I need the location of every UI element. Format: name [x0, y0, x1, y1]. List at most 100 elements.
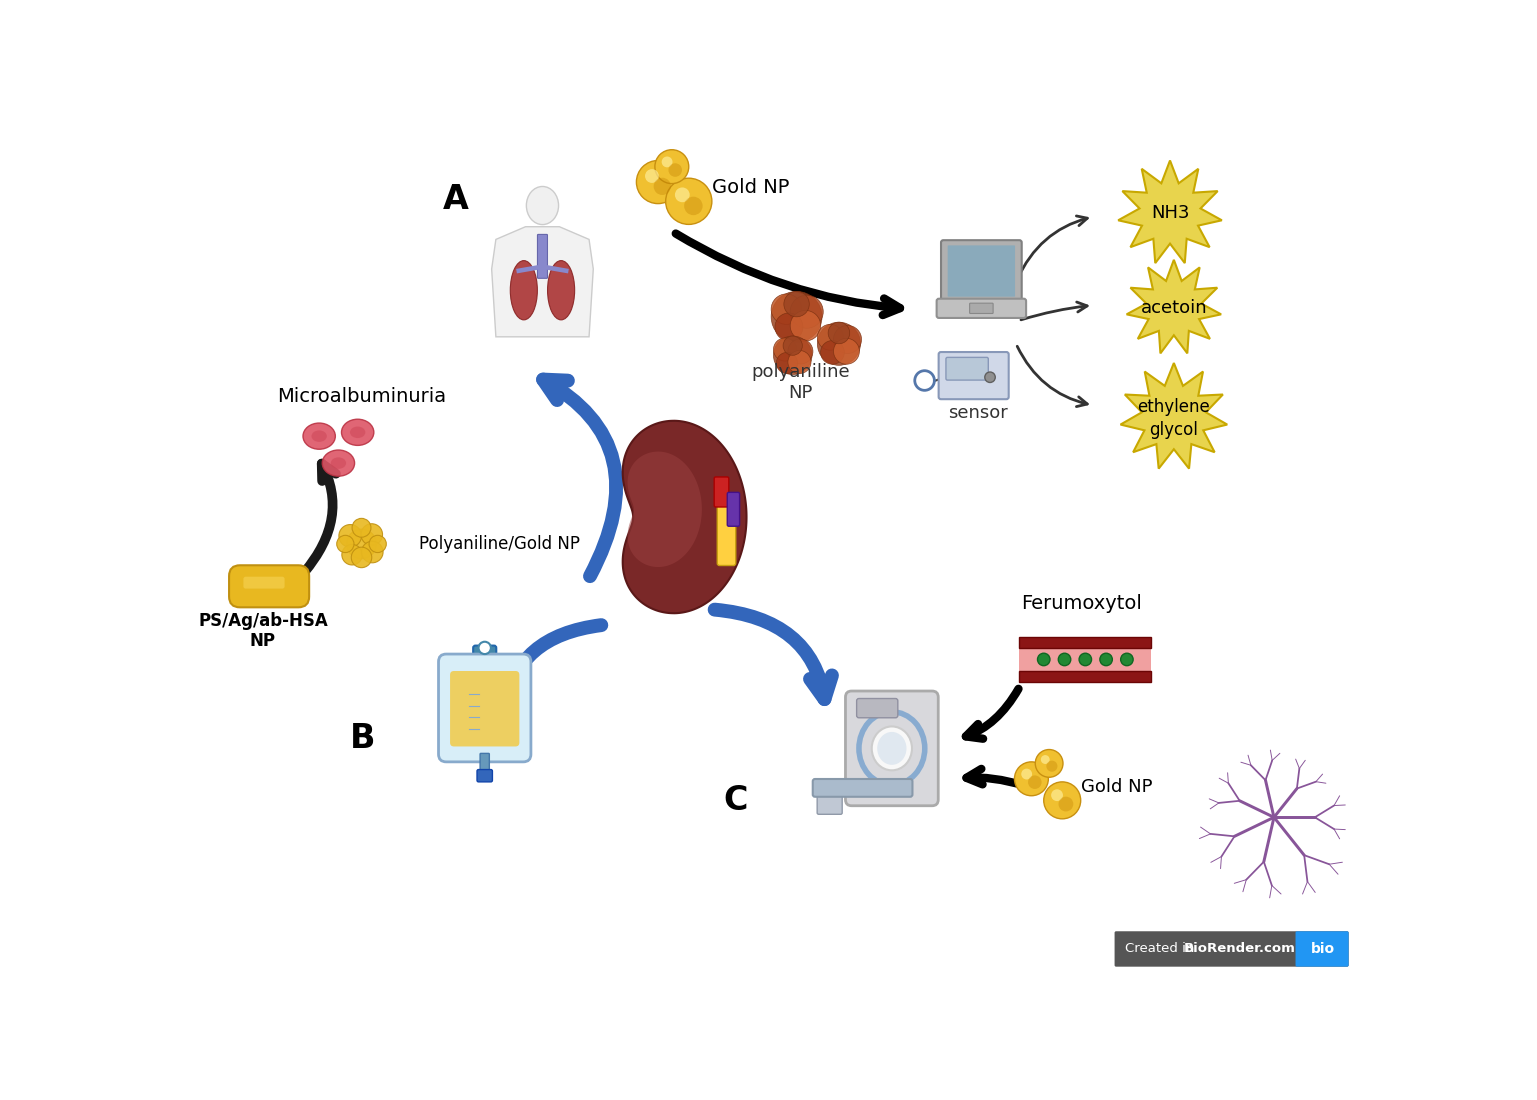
- Circle shape: [646, 169, 659, 183]
- FancyBboxPatch shape: [476, 770, 492, 782]
- Text: bio: bio: [1311, 942, 1334, 956]
- Ellipse shape: [547, 261, 575, 320]
- FancyBboxPatch shape: [1296, 932, 1348, 967]
- FancyBboxPatch shape: [243, 576, 284, 588]
- FancyBboxPatch shape: [1114, 932, 1348, 967]
- Circle shape: [338, 525, 361, 547]
- FancyBboxPatch shape: [480, 754, 489, 778]
- Circle shape: [784, 292, 810, 317]
- FancyBboxPatch shape: [856, 698, 898, 718]
- Circle shape: [773, 338, 796, 361]
- Text: Ferumoxytol: Ferumoxytol: [1021, 594, 1142, 614]
- Text: NH3: NH3: [1151, 204, 1190, 222]
- Circle shape: [788, 351, 812, 374]
- Polygon shape: [622, 421, 747, 613]
- Circle shape: [478, 641, 490, 654]
- Text: sensor: sensor: [948, 404, 1007, 422]
- Ellipse shape: [871, 726, 911, 770]
- Circle shape: [821, 341, 844, 364]
- Circle shape: [776, 352, 798, 374]
- Ellipse shape: [526, 187, 558, 224]
- Circle shape: [1047, 760, 1057, 772]
- Text: Gold NP: Gold NP: [712, 178, 788, 197]
- Circle shape: [828, 322, 850, 343]
- Circle shape: [666, 178, 712, 224]
- Circle shape: [1100, 653, 1113, 666]
- Circle shape: [788, 339, 813, 364]
- Circle shape: [1014, 762, 1048, 795]
- Circle shape: [1041, 755, 1050, 764]
- Text: BioRender.com: BioRender.com: [1183, 943, 1296, 956]
- Circle shape: [1021, 769, 1031, 780]
- Circle shape: [775, 314, 802, 341]
- Circle shape: [352, 547, 372, 568]
- Circle shape: [1059, 653, 1071, 666]
- Circle shape: [1028, 776, 1042, 789]
- FancyBboxPatch shape: [1019, 648, 1151, 671]
- Ellipse shape: [878, 732, 907, 764]
- Circle shape: [782, 337, 802, 355]
- Circle shape: [661, 156, 673, 167]
- Circle shape: [1059, 796, 1073, 812]
- Ellipse shape: [323, 450, 355, 476]
- Circle shape: [655, 150, 689, 184]
- FancyBboxPatch shape: [727, 493, 739, 526]
- FancyBboxPatch shape: [438, 654, 530, 762]
- FancyBboxPatch shape: [473, 646, 496, 664]
- Ellipse shape: [330, 458, 346, 469]
- Circle shape: [675, 187, 690, 202]
- FancyBboxPatch shape: [718, 499, 736, 565]
- Circle shape: [653, 178, 672, 195]
- FancyBboxPatch shape: [1019, 637, 1151, 648]
- Circle shape: [1037, 653, 1050, 666]
- Text: ethylene
glycol: ethylene glycol: [1137, 397, 1210, 439]
- FancyBboxPatch shape: [229, 565, 309, 607]
- Polygon shape: [1119, 161, 1222, 263]
- Circle shape: [772, 292, 822, 342]
- Circle shape: [361, 524, 383, 546]
- FancyBboxPatch shape: [450, 671, 520, 747]
- FancyBboxPatch shape: [970, 304, 993, 313]
- FancyBboxPatch shape: [715, 477, 729, 507]
- Circle shape: [341, 544, 363, 565]
- Circle shape: [1051, 790, 1064, 801]
- Circle shape: [1044, 782, 1081, 818]
- Circle shape: [347, 529, 377, 559]
- Circle shape: [833, 326, 862, 353]
- Circle shape: [818, 322, 861, 365]
- Circle shape: [369, 536, 386, 552]
- Circle shape: [337, 536, 354, 552]
- Circle shape: [1079, 653, 1091, 666]
- Circle shape: [833, 339, 859, 364]
- Polygon shape: [492, 227, 593, 337]
- Text: polyaniline
NP: polyaniline NP: [752, 363, 850, 402]
- Circle shape: [985, 372, 996, 383]
- Text: A: A: [443, 183, 469, 216]
- Polygon shape: [627, 452, 702, 566]
- Circle shape: [636, 161, 679, 204]
- Ellipse shape: [312, 430, 327, 442]
- FancyBboxPatch shape: [532, 230, 552, 250]
- Text: C: C: [724, 783, 749, 816]
- FancyBboxPatch shape: [538, 234, 547, 278]
- Circle shape: [669, 163, 682, 177]
- Ellipse shape: [303, 424, 335, 449]
- Circle shape: [1036, 749, 1064, 778]
- Circle shape: [773, 337, 812, 374]
- Circle shape: [818, 324, 844, 350]
- Circle shape: [684, 197, 702, 216]
- Text: B: B: [350, 722, 375, 755]
- Ellipse shape: [341, 419, 373, 446]
- FancyBboxPatch shape: [941, 240, 1022, 304]
- FancyBboxPatch shape: [818, 790, 842, 814]
- FancyBboxPatch shape: [936, 299, 1027, 318]
- Text: Polyaniline/Gold NP: Polyaniline/Gold NP: [420, 535, 581, 553]
- Circle shape: [1120, 653, 1133, 666]
- Text: Gold NP: Gold NP: [1082, 778, 1153, 795]
- Circle shape: [772, 294, 802, 324]
- Text: acetoin: acetoin: [1140, 298, 1207, 317]
- Ellipse shape: [510, 261, 538, 320]
- Circle shape: [361, 541, 383, 563]
- FancyBboxPatch shape: [845, 691, 938, 805]
- Circle shape: [352, 518, 370, 537]
